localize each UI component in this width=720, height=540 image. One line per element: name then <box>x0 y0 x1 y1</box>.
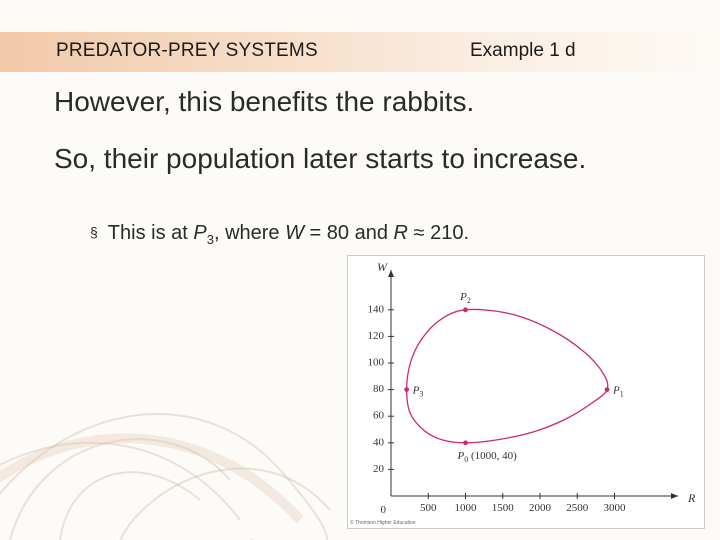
origin-label: 0 <box>381 504 387 516</box>
point-label-p0-coords: (1000, 40) <box>468 450 517 462</box>
body-line-1: However, this benefits the rabbits. <box>54 86 475 117</box>
trajectory-curve <box>405 308 609 444</box>
point-label-p0-sub: 0 <box>464 455 468 464</box>
x-axis-arrow <box>671 493 678 499</box>
point-label-p1-sub: 1 <box>620 390 624 399</box>
bullet-point: § This is at P3, where W = 80 and R ≈ 210… <box>90 222 469 247</box>
point-label-p0: P0 (1000, 40) <box>457 450 518 464</box>
section-title: PREDATOR-PREY SYSTEMS <box>56 40 318 61</box>
point-p0 <box>463 440 468 446</box>
point-p2 <box>463 307 468 313</box>
phase-trajectory-chart: 500 1000 1500 2000 2500 3000 20 40 60 80 100 120 140… <box>347 255 705 529</box>
point-label-p0-name: P <box>457 450 465 462</box>
y-tick-label-60: 60 <box>373 410 385 422</box>
y-tick-label-140: 140 <box>368 303 385 315</box>
bullet-var-w: W <box>285 222 304 244</box>
point-label-p2: P2 <box>459 291 471 305</box>
point-label-p2-sub: 2 <box>467 296 471 305</box>
point-label-p3-sub: 3 <box>419 390 423 399</box>
point-label-p1: P1 <box>612 385 624 399</box>
y-tick-label-100: 100 <box>368 357 385 369</box>
bullet-prefix: This is at <box>107 222 194 244</box>
x-tick-label-1500: 1500 <box>492 502 515 514</box>
x-tick-label-500: 500 <box>420 502 437 514</box>
x-tick-label-3000: 3000 <box>604 502 627 514</box>
point-label-p1-name: P <box>612 385 620 397</box>
point-p3 <box>404 387 410 392</box>
point-label-p2-name: P <box>459 291 467 303</box>
bullet-eq2: ≈ 210. <box>407 222 469 244</box>
x-tick-label-2500: 2500 <box>566 502 589 514</box>
chart-svg: 500 1000 1500 2000 2500 300020406080100120140… <box>350 260 696 526</box>
bullet-sub: 3 <box>206 232 214 247</box>
bullet-marker: § <box>90 224 98 240</box>
bullet-eq1: = 80 and <box>304 222 394 244</box>
example-label: Example 1 d <box>470 40 576 61</box>
y-tick-label-120: 120 <box>368 330 385 342</box>
y-axis-title: W <box>377 260 388 274</box>
y-tick-label-40: 40 <box>373 436 385 448</box>
y-tick-label-80: 80 <box>373 383 385 395</box>
body-line-2: So, their population later starts to inc… <box>54 143 587 174</box>
chart-credit: © Thomson Higher Education <box>350 519 416 526</box>
point-label-p3-name: P <box>412 385 420 397</box>
point-label-p3: P3 <box>412 385 424 399</box>
bullet-var-r: R <box>393 222 408 244</box>
x-tick-label-1000: 1000 <box>455 502 478 514</box>
bullet-var-p: P <box>193 222 207 244</box>
header-band <box>0 32 720 72</box>
y-tick-label-20: 20 <box>373 463 385 475</box>
point-p1 <box>604 387 610 392</box>
x-axis-title: R <box>687 491 696 505</box>
y-axis-arrow <box>388 270 394 277</box>
bullet-middle: , where <box>213 222 286 244</box>
x-tick-label-2000: 2000 <box>529 502 552 514</box>
